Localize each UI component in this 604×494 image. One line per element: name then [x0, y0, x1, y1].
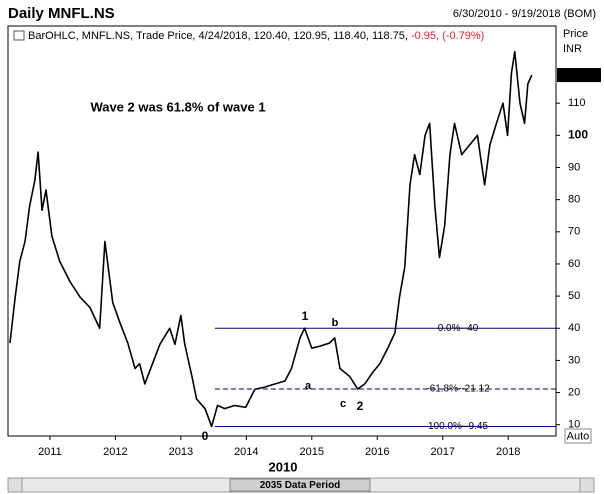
annotation: 2 [357, 399, 364, 413]
legend-text: BarOHLC, MNFL.NS, Trade Price, 4/24/2018… [28, 30, 408, 42]
legend-change: -0.95, (-0.79%) [411, 30, 484, 42]
x-tick-label: 2014 [234, 446, 258, 458]
y-tick-label: 40 [568, 322, 580, 334]
y-tick-label: 80 [568, 194, 580, 206]
fib-label: 100.0%--9.45 [428, 421, 488, 432]
scroll-right[interactable] [579, 477, 595, 493]
scroll-left[interactable] [7, 477, 23, 493]
y-tick-label: 110 [568, 97, 586, 109]
fib-label: 0.0%--40 [438, 323, 479, 334]
y-tick-label: 100 [568, 128, 588, 142]
auto-label[interactable]: Auto [567, 430, 590, 442]
y-tick-label: 20 [568, 386, 580, 398]
y-axis-unit: INR [563, 43, 582, 55]
y-axis-label: Price [563, 28, 588, 40]
last-price: 118.75 [562, 69, 595, 81]
scroll-label: 2035 Data Period [260, 480, 341, 491]
date-range: 6/30/2010 - 9/19/2018 (BOM) [453, 8, 596, 20]
scroll-thumb[interactable] [229, 478, 371, 492]
price-line [9, 50, 533, 428]
auto-button[interactable] [564, 428, 592, 444]
last-price-box [557, 68, 601, 83]
legend: BarOHLC, MNFL.NS, Trade Price, 4/24/2018… [28, 30, 484, 42]
fib-label: -61.8%--21.12 [426, 384, 490, 395]
plot-frame [7, 25, 557, 437]
annotation: c [340, 398, 346, 410]
chart-title: Daily MNFL.NS [8, 5, 115, 22]
x-tick-label: 2018 [496, 446, 520, 458]
annotation: a [305, 380, 312, 392]
x-tick-label: 2013 [169, 446, 193, 458]
legend-icon [13, 30, 25, 41]
x-tick-label: 2015 [300, 446, 324, 458]
y-tick-label: 50 [568, 290, 580, 302]
y-tick-label: 10 [568, 419, 580, 431]
annotation: 1 [302, 309, 309, 323]
annotation: b [332, 317, 339, 329]
annotation: Wave 2 was 61.8% of wave 1 [90, 99, 265, 114]
x-tick-label: 2011 [38, 446, 62, 458]
y-tick-label: 90 [568, 161, 580, 173]
x-tick-label: 2016 [365, 446, 389, 458]
annotation: 0 [202, 429, 209, 443]
y-tick-label: 30 [568, 354, 580, 366]
x-tick-label: 2017 [430, 446, 454, 458]
x-tick-label: 2012 [103, 446, 127, 458]
y-tick-label: 70 [568, 226, 580, 238]
y-tick-label: 60 [568, 258, 580, 270]
period-year: 2010 [269, 459, 298, 474]
